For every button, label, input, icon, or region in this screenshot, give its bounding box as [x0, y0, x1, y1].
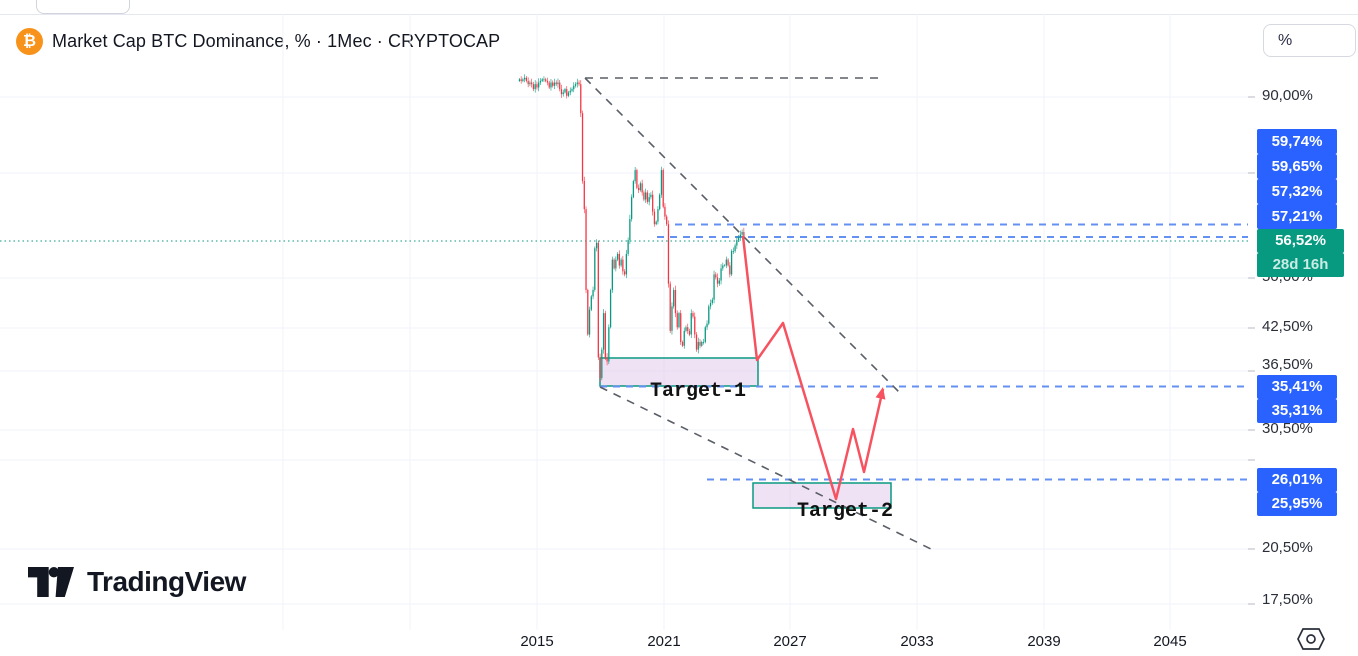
price-badge: 59,65%	[1257, 154, 1337, 179]
projection-arrow[interactable]	[741, 235, 886, 501]
price-badge: 59,74%	[1257, 129, 1337, 154]
lower-trendline[interactable]	[599, 386, 936, 552]
price-axis-label: 30,50%	[1262, 420, 1313, 437]
year-label: 2039	[1027, 633, 1061, 650]
price-axis-label: 20,50%	[1262, 539, 1313, 556]
bitcoin-icon: ₿	[16, 28, 43, 55]
axis-settings-icon[interactable]	[1296, 627, 1326, 651]
target-label-1: Target-1	[650, 380, 746, 403]
target-labels: Target-1 Target-2	[650, 380, 893, 523]
year-label: 2027	[773, 633, 807, 650]
price-badge: 35,31%	[1257, 399, 1337, 423]
price-axis-label: 36,50%	[1262, 356, 1313, 373]
price-axis-label: 17,50%	[1262, 591, 1313, 608]
target-box-1[interactable]	[599, 357, 759, 387]
tradingview-logo-text: TradingView	[87, 566, 246, 597]
symbol-search-box-partial[interactable]	[36, 0, 130, 14]
year-label: 2021	[647, 633, 681, 650]
tradingview-logo[interactable]: TradingView	[28, 566, 246, 598]
price-badge: 26,01%	[1257, 468, 1337, 492]
percent-scale-button[interactable]: %	[1263, 24, 1356, 57]
target-label-2: Target-2	[797, 500, 893, 523]
year-label: 2045	[1153, 633, 1187, 650]
year-label: 2033	[900, 633, 934, 650]
price-badge: 25,95%	[1257, 492, 1337, 516]
price-badge: 28d 16h	[1257, 253, 1344, 277]
year-label: 2015	[520, 633, 554, 650]
time-axis[interactable]	[0, 630, 1248, 656]
percent-scale-label: %	[1278, 31, 1293, 49]
price-badge: 57,21%	[1257, 204, 1337, 229]
price-axis-label: 90,00%	[1262, 87, 1313, 104]
candlestick-series	[518, 74, 745, 382]
level-and-trend-lines[interactable]	[0, 77, 1248, 552]
price-badge: 56,52%	[1257, 229, 1344, 253]
tradingview-logo-icon	[28, 567, 74, 597]
price-badge: 57,32%	[1257, 179, 1337, 204]
grid-lines	[0, 14, 1255, 630]
chart-title[interactable]: Market Cap BTC Dominance, % · 1Мес · CRY…	[52, 31, 501, 51]
price-axis-label: 42,50%	[1262, 318, 1313, 335]
toolbar-divider	[0, 14, 1358, 15]
price-badge: 35,41%	[1257, 375, 1337, 399]
chart-legend[interactable]: ₿ Market Cap BTC Dominance, % · 1Мес · C…	[16, 28, 500, 55]
